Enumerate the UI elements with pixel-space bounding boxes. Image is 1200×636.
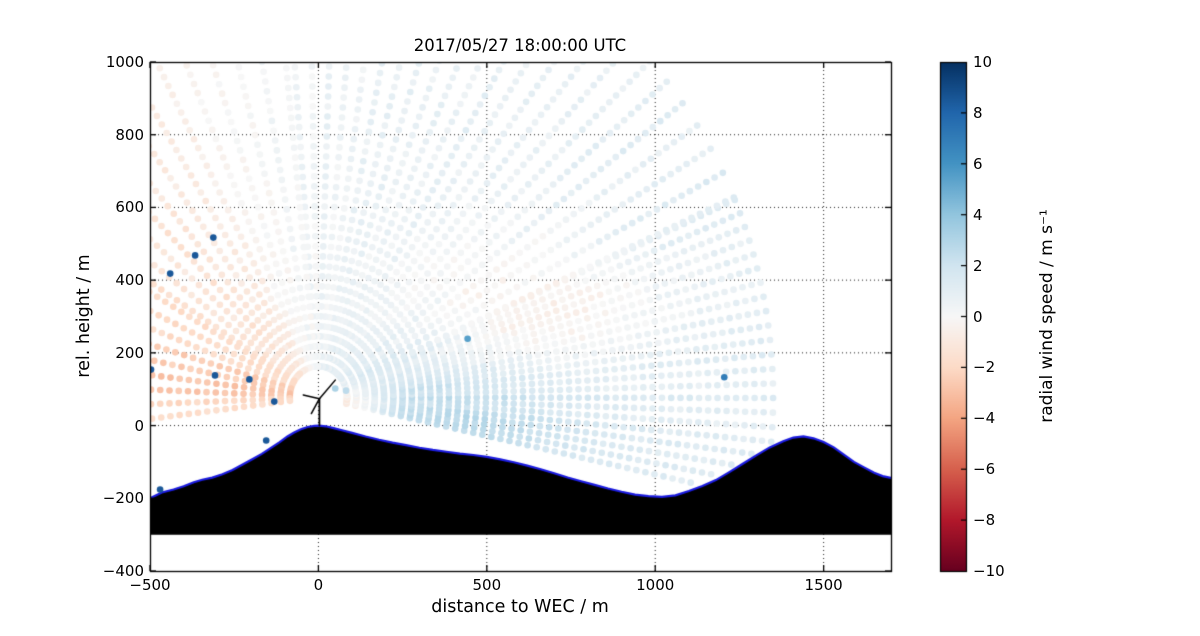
colorbar-tick-label: 0 xyxy=(973,307,983,326)
colorbar-tick-label: −10 xyxy=(973,562,1005,580)
colorbar-tick-label: 6 xyxy=(973,154,983,173)
x-axis-label: distance to WEC / m xyxy=(431,597,609,617)
y-tick-label: 800 xyxy=(115,125,144,144)
colorbar-tick-label: 10 xyxy=(973,53,993,71)
colorbar-tick-label: −8 xyxy=(973,511,996,530)
x-tick-label: −500 xyxy=(129,576,171,594)
y-tick-label: 200 xyxy=(115,343,144,362)
plot-title: 2017/05/27 18:00:00 UTC xyxy=(413,36,627,55)
colorbar-tick-label: 4 xyxy=(973,205,983,224)
y-tick-label: 400 xyxy=(115,271,144,290)
colorbar-tick-label: 8 xyxy=(973,103,983,122)
colorbar-tick-label: −4 xyxy=(973,409,996,428)
y-tick-label: 600 xyxy=(115,198,144,217)
y-tick-label: 1000 xyxy=(105,53,144,71)
x-tick-label: 1500 xyxy=(804,576,843,594)
x-tick-label: 1000 xyxy=(636,576,675,594)
y-tick-label: −200 xyxy=(102,489,144,508)
colorbar-label: radial wind speed / m s⁻¹ xyxy=(1037,209,1057,423)
y-tick-label: 0 xyxy=(134,416,144,435)
colorbar-tick-label: −6 xyxy=(973,460,996,479)
x-tick-label: 500 xyxy=(472,576,502,594)
y-tick-label: −400 xyxy=(102,562,144,580)
colorbar-tick-label: 2 xyxy=(973,256,983,275)
colorbar-tick-label: −2 xyxy=(973,358,996,377)
x-tick-label: 0 xyxy=(313,576,324,594)
